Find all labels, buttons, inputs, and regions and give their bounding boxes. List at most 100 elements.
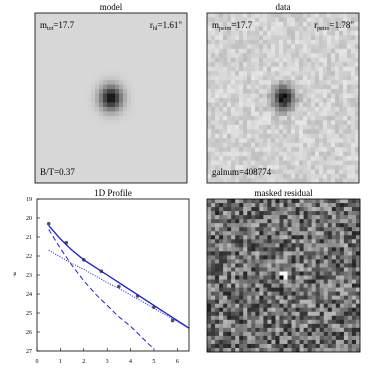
pixel — [235, 71, 239, 76]
pixel — [243, 31, 247, 36]
pixel — [307, 111, 311, 116]
pixel — [211, 320, 215, 324]
pixel — [51, 156, 55, 161]
pixel — [139, 85, 143, 90]
pixel — [219, 40, 223, 45]
pixel — [227, 211, 231, 215]
pixel — [83, 35, 87, 40]
pixel — [207, 336, 211, 340]
pixel — [207, 161, 211, 166]
pixel — [287, 156, 291, 161]
pixel — [215, 125, 219, 130]
pixel — [304, 340, 308, 344]
pixel — [151, 62, 155, 67]
pixel — [323, 156, 327, 161]
pixel — [295, 116, 299, 121]
pixel — [99, 26, 103, 31]
pixel — [340, 300, 344, 304]
pixel — [308, 267, 312, 271]
pixel — [179, 89, 183, 94]
pixel — [267, 231, 271, 235]
pixel — [39, 67, 43, 72]
pixel — [267, 35, 271, 40]
pixel — [332, 328, 336, 332]
pixel — [239, 107, 243, 112]
pixel — [211, 259, 215, 263]
pixel — [179, 40, 183, 45]
pixel — [151, 76, 155, 81]
pixel — [111, 116, 115, 121]
pixel — [43, 102, 47, 107]
pixel — [296, 215, 300, 219]
pixel — [275, 255, 279, 259]
pixel — [307, 35, 311, 40]
pixel — [155, 102, 159, 107]
pixel — [215, 152, 219, 157]
pixel — [288, 267, 292, 271]
pixel — [115, 53, 119, 58]
pixel — [348, 259, 352, 263]
pixel — [288, 296, 292, 300]
pixel — [223, 215, 227, 219]
pixel — [299, 94, 303, 99]
pixel — [303, 116, 307, 121]
pixel — [135, 94, 139, 99]
pixel — [271, 22, 275, 27]
pixel — [283, 17, 287, 22]
pixel — [219, 243, 223, 247]
pixel — [143, 174, 147, 179]
pixel — [328, 276, 332, 280]
pixel — [47, 107, 51, 112]
pixel — [239, 125, 243, 130]
pixel — [139, 67, 143, 72]
pixel — [243, 336, 247, 340]
pixel — [295, 161, 299, 166]
pixel — [223, 308, 227, 312]
pixel — [155, 13, 159, 18]
pixel — [171, 156, 175, 161]
pixel — [247, 336, 251, 340]
pixel — [243, 263, 247, 267]
pixel — [63, 152, 67, 157]
pixel — [271, 312, 275, 316]
pixel — [223, 71, 227, 76]
pixel — [91, 129, 95, 134]
pixel — [51, 85, 55, 90]
pixel — [71, 156, 75, 161]
pixel — [99, 22, 103, 27]
pixel — [55, 44, 59, 49]
pixel — [331, 116, 335, 121]
pixel — [336, 320, 340, 324]
pixel — [83, 170, 87, 175]
pixel — [115, 125, 119, 130]
pixel — [339, 120, 343, 125]
pixel — [323, 170, 327, 175]
pixel — [243, 13, 247, 18]
pixel — [99, 67, 103, 72]
pixel — [95, 170, 99, 175]
pixel — [303, 13, 307, 18]
pixel — [207, 292, 211, 296]
pixel — [147, 147, 151, 152]
pixel — [59, 125, 63, 130]
pixel — [235, 227, 239, 231]
pixel — [207, 231, 211, 235]
pixel — [171, 62, 175, 67]
pixel — [271, 320, 275, 324]
pixel — [179, 80, 183, 85]
pixel — [263, 271, 267, 275]
pixel — [275, 288, 279, 292]
pixel — [35, 102, 39, 107]
pixel — [123, 44, 127, 49]
pixel — [255, 179, 259, 184]
pixel — [247, 71, 251, 76]
pixel — [87, 98, 91, 103]
pixel — [284, 235, 288, 239]
pixel — [271, 235, 275, 239]
pixel — [39, 102, 43, 107]
pixel — [255, 340, 259, 344]
pixel — [111, 107, 115, 112]
pixel — [348, 308, 352, 312]
pixel — [227, 76, 231, 81]
pixel — [344, 227, 348, 231]
